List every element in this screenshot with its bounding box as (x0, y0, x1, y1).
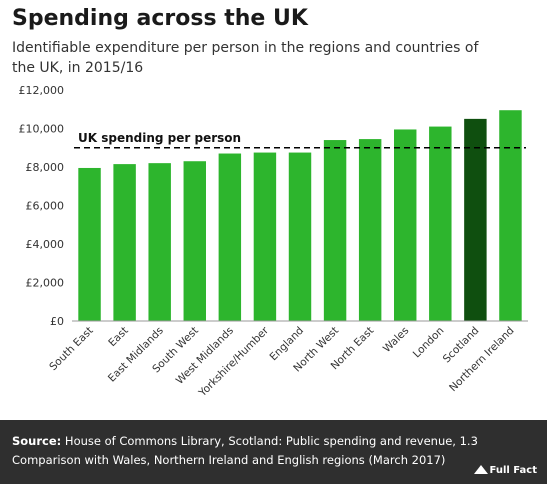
source-footer: Source: House of Commons Library, Scotla… (0, 420, 547, 484)
bar-yorkshire-humber (253, 152, 277, 321)
full-fact-logo-icon (473, 465, 488, 474)
y-tick-label: £6,000 (26, 200, 65, 213)
y-tick-label: £2,000 (26, 277, 65, 290)
bar-series (78, 110, 522, 322)
source-text: House of Commons Library, Scotland: Publ… (12, 434, 478, 467)
bar-chart: £0 £2,000 £4,000 £6,000 £8,000 £10,000 £12,000… (19, 84, 528, 400)
x-tick-label: London (411, 325, 447, 361)
bar-northern-ireland (499, 110, 522, 322)
chart-title: Spending across the UK (12, 6, 308, 31)
chart-subtitle: Identifiable expenditure per person in t… (12, 40, 479, 76)
bar-east-midlands (148, 163, 171, 321)
x-tick-label: Wales (381, 325, 411, 355)
y-tick-label: £0 (50, 315, 64, 328)
bar-east (113, 164, 136, 321)
logo-text: Full Fact (489, 465, 538, 476)
y-axis-labels: £0 £2,000 £4,000 £6,000 £8,000 £10,000 £12,000 (19, 84, 65, 328)
source-label: Source: (12, 434, 62, 448)
bar-england (288, 152, 312, 321)
full-fact-logo: Full Fact (473, 465, 538, 476)
bar-west-midlands (218, 153, 242, 321)
x-tick-label: South East (47, 325, 95, 373)
bar-north-west (323, 140, 347, 321)
bar-wales (394, 129, 417, 321)
source-note: Source: House of Commons Library, Scotla… (12, 432, 482, 470)
bar-south-east (78, 167, 101, 321)
x-tick-label: East (106, 325, 131, 350)
bar-south-west (183, 161, 206, 321)
x-tick-label: Yorkshire/Humber (196, 324, 272, 400)
y-tick-label: £8,000 (26, 161, 65, 174)
x-tick-label: Northern Ireland (447, 325, 516, 394)
bar-north-east (358, 139, 382, 321)
bar-scotland (464, 118, 487, 321)
bar-london (429, 126, 452, 321)
y-tick-label: £10,000 (19, 123, 65, 136)
y-tick-label: £12,000 (19, 84, 65, 97)
y-tick-label: £4,000 (26, 238, 65, 251)
reference-line-label: UK spending per person (78, 131, 241, 145)
